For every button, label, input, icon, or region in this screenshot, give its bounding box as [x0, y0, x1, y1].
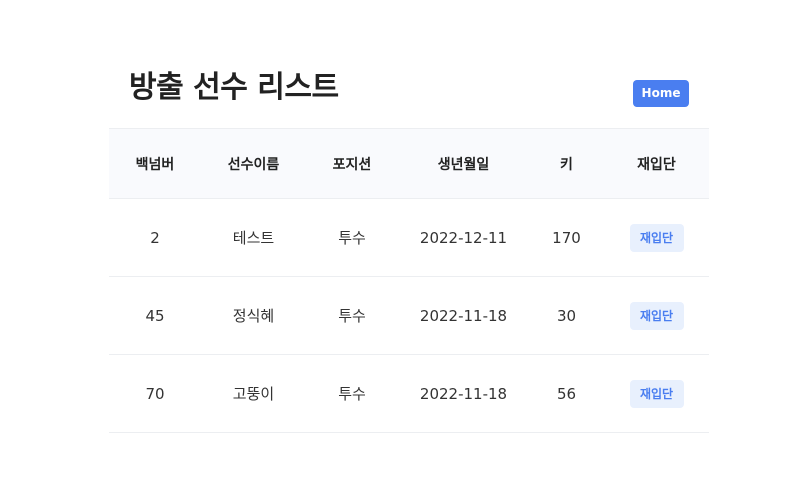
page-title: 방출 선수 리스트: [129, 70, 339, 105]
birth-date-cell: 2022-12-11: [419, 228, 508, 247]
column-header-birth-date: 생년월일: [437, 156, 490, 173]
table-header-row: 백넘버 선수이름 포지션 생년월일 키 재입단: [109, 128, 709, 199]
height-cell: 170: [552, 228, 581, 247]
position-cell: 투수: [338, 307, 366, 325]
back-number-cell: 2: [150, 228, 160, 247]
back-number-cell: 45: [145, 306, 165, 325]
column-header-back-number: 백넘버: [135, 156, 175, 173]
home-button[interactable]: Home: [633, 80, 689, 107]
table-row: 2 테스트 투수 2022-12-11 170 재입단: [109, 199, 709, 277]
height-cell: 30: [556, 306, 577, 325]
table-row: 70 고뚱이 투수 2022-11-18 56 재입단: [109, 355, 709, 433]
player-name-cell: 정식혜: [232, 307, 275, 325]
players-table: 백넘버 선수이름 포지션 생년월일 키 재입단 2 테스트 투수 2022-12…: [109, 128, 709, 433]
page-header: 방출 선수 리스트 Home: [109, 0, 709, 128]
rejoin-button[interactable]: 재입단: [629, 379, 684, 408]
column-header-rejoin: 재입단: [637, 156, 676, 173]
birth-date-cell: 2022-11-18: [419, 384, 508, 403]
position-cell: 투수: [338, 385, 366, 403]
column-header-position: 포지션: [332, 156, 372, 173]
rejoin-button[interactable]: 재입단: [629, 223, 684, 252]
back-number-cell: 70: [145, 384, 165, 403]
player-name-cell: 테스트: [232, 229, 275, 247]
released-players-panel: 방출 선수 리스트 Home 백넘버 선수이름 포지션 생년월일 키 재입단 2: [109, 0, 709, 433]
birth-date-cell: 2022-11-18: [419, 306, 508, 325]
rejoin-cell: 재입단: [604, 355, 709, 433]
height-cell: 56: [556, 384, 577, 403]
table-row: 45 정식혜 투수 2022-11-18 30 재입단: [109, 277, 709, 355]
position-cell: 투수: [338, 229, 366, 247]
player-name-cell: 고뚱이: [232, 385, 275, 403]
rejoin-cell: 재입단: [604, 199, 709, 277]
rejoin-button[interactable]: 재입단: [629, 301, 684, 330]
column-header-height: 키: [560, 156, 573, 173]
column-header-player-name: 선수이름: [227, 156, 280, 173]
rejoin-cell: 재입단: [604, 277, 709, 355]
